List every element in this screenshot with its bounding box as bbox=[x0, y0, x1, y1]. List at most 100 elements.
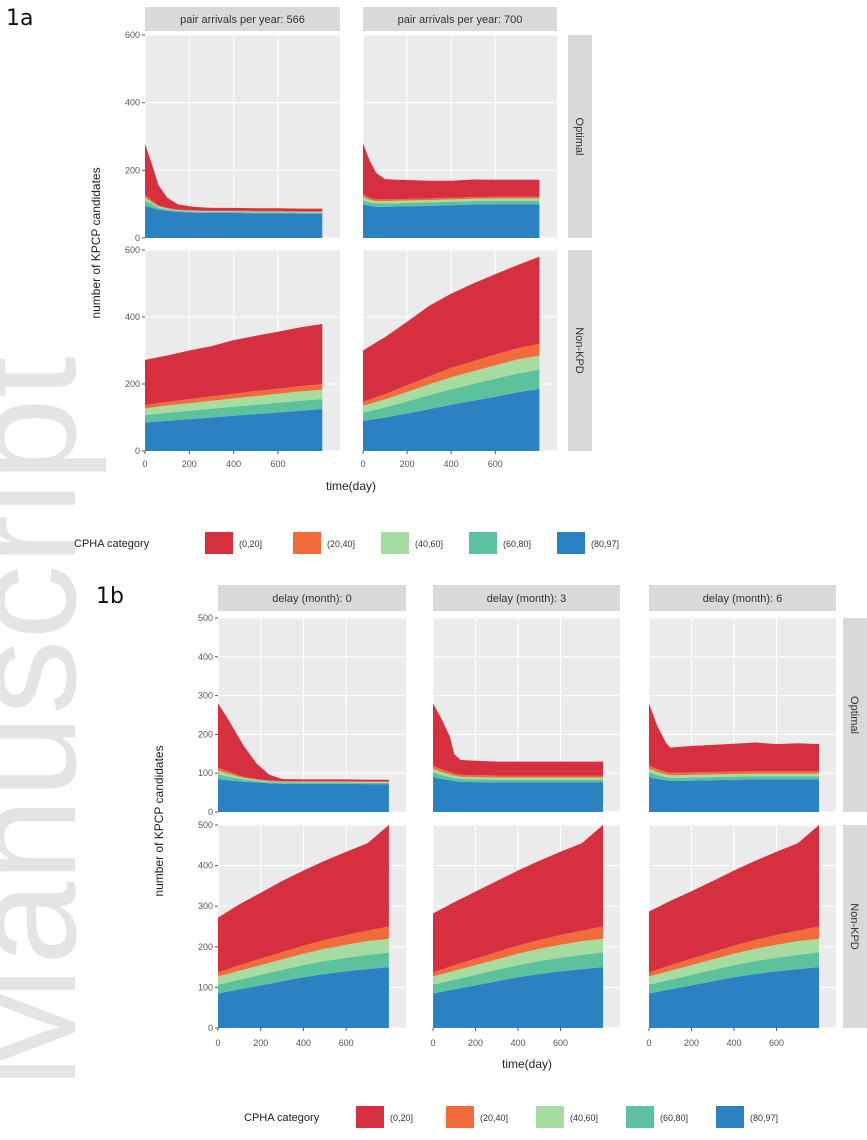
legend-swatch bbox=[205, 532, 233, 554]
facet-label-row-0: Optimal bbox=[848, 696, 860, 734]
area-series-0 bbox=[145, 409, 323, 451]
y-tick-label: 300 bbox=[198, 901, 213, 911]
y-tick-label: 400 bbox=[198, 861, 213, 871]
x-tick-label: 400 bbox=[296, 1038, 311, 1048]
y-tick-label: 600 bbox=[125, 245, 140, 255]
area-series-1 bbox=[363, 200, 540, 207]
y-tick-label: 0 bbox=[135, 233, 140, 243]
area-series-3 bbox=[145, 384, 323, 409]
area-series-3 bbox=[649, 765, 819, 776]
legend-label: (60,80] bbox=[660, 1113, 688, 1123]
area-series-2 bbox=[649, 768, 819, 778]
x-tick-label: 600 bbox=[553, 1038, 568, 1048]
x-axis-title: time(day) bbox=[502, 1057, 552, 1071]
area-series-0 bbox=[363, 389, 540, 451]
legend-label: (80,97] bbox=[591, 539, 619, 549]
x-axis-title: time(day) bbox=[326, 479, 376, 493]
facet-label-col-0: pair arrivals per year: 566 bbox=[180, 14, 305, 26]
legend-swatch bbox=[716, 1106, 744, 1128]
area-series-1 bbox=[433, 952, 603, 994]
panel-0-0 bbox=[144, 34, 340, 239]
x-tick-label: 600 bbox=[769, 1038, 784, 1048]
legend-swatch bbox=[536, 1106, 564, 1128]
y-tick-label: 200 bbox=[125, 165, 140, 175]
y-tick-label: 400 bbox=[198, 652, 213, 662]
area-series-3 bbox=[649, 926, 819, 977]
facet-strip-row-0 bbox=[568, 35, 592, 238]
x-tick-label: 600 bbox=[488, 459, 503, 469]
facet-label-row-1: Non-KPD bbox=[573, 327, 585, 374]
panel-1-0 bbox=[144, 249, 340, 452]
area-series-4 bbox=[363, 143, 540, 200]
y-tick-label: 200 bbox=[198, 942, 213, 952]
y-tick-label: 400 bbox=[125, 312, 140, 322]
figure-label-1a: 1a bbox=[6, 6, 34, 31]
x-tick-label: 200 bbox=[253, 1038, 268, 1048]
y-tick-label: 500 bbox=[198, 820, 213, 830]
facet-strip-row-1 bbox=[568, 250, 592, 451]
panel-0-2 bbox=[648, 617, 836, 813]
area-series-3 bbox=[433, 765, 603, 778]
area-series-4 bbox=[218, 703, 389, 782]
area-series-0 bbox=[433, 967, 603, 1028]
y-tick-label: 200 bbox=[198, 729, 213, 739]
y-tick-label: 100 bbox=[198, 768, 213, 778]
facet-strip-row-0 bbox=[843, 618, 867, 812]
x-tick-label: 0 bbox=[142, 459, 147, 469]
area-series-0 bbox=[145, 205, 323, 238]
area-series-1 bbox=[218, 952, 389, 994]
legend-label: (80,97] bbox=[750, 1113, 778, 1123]
panel-1-0 bbox=[217, 824, 406, 1029]
x-tick-label: 600 bbox=[339, 1038, 354, 1048]
facet-strip-col-0 bbox=[218, 585, 406, 611]
area-series-4 bbox=[145, 324, 323, 406]
facet-strip-col-1 bbox=[433, 585, 620, 611]
area-series-0 bbox=[363, 204, 540, 238]
legend-swatch bbox=[626, 1106, 654, 1128]
legend-swatch bbox=[446, 1106, 474, 1128]
area-series-0 bbox=[649, 777, 819, 812]
y-tick-label: 0 bbox=[208, 807, 213, 817]
panel-1-1 bbox=[432, 824, 620, 1029]
x-tick-label: 400 bbox=[510, 1038, 525, 1048]
x-tick-label: 200 bbox=[182, 459, 197, 469]
legend: CPHA category (0,20] (20,40] (40,60] (60,80]… bbox=[74, 532, 619, 554]
y-tick-label: 0 bbox=[135, 446, 140, 456]
x-tick-label: 0 bbox=[215, 1038, 220, 1048]
y-tick-label: 200 bbox=[125, 379, 140, 389]
legend-swatch bbox=[381, 532, 409, 554]
area-series-4 bbox=[145, 143, 323, 212]
x-tick-label: 0 bbox=[360, 459, 365, 469]
area-series-2 bbox=[433, 768, 603, 780]
chart-1b: delay (month): 0 delay (month): 3 delay (m… bbox=[152, 585, 867, 1128]
x-tick-label: 400 bbox=[726, 1038, 741, 1048]
facet-label-col-1: pair arrivals per year: 700 bbox=[398, 14, 523, 26]
area-series-2 bbox=[218, 938, 389, 985]
area-series-2 bbox=[145, 389, 323, 416]
legend-swatch bbox=[557, 532, 585, 554]
area-series-1 bbox=[145, 399, 323, 423]
area-series-1 bbox=[363, 369, 540, 421]
legend-label: (20,40] bbox=[327, 539, 355, 549]
facet-label-col-0: delay (month): 0 bbox=[272, 593, 351, 605]
area-series-1 bbox=[433, 772, 603, 783]
legend-swatch bbox=[469, 532, 497, 554]
y-tick-label: 400 bbox=[125, 98, 140, 108]
legend-swatch bbox=[293, 532, 321, 554]
x-tick-label: 0 bbox=[430, 1038, 435, 1048]
area-series-1 bbox=[649, 952, 819, 994]
area-series-1 bbox=[218, 774, 389, 785]
panel-1-1 bbox=[362, 249, 557, 452]
area-series-4 bbox=[363, 256, 540, 402]
area-series-3 bbox=[363, 194, 540, 202]
panel-0-0 bbox=[217, 617, 406, 813]
chart-1a: pair arrivals per year: 566 pair arrivals… bbox=[74, 7, 619, 554]
facet-strip-col-1 bbox=[363, 7, 557, 31]
y-axis-title: number of KPCP candidates bbox=[152, 745, 166, 896]
area-series-0 bbox=[218, 967, 389, 1028]
legend-label: (0,20] bbox=[390, 1113, 413, 1123]
area-series-0 bbox=[218, 779, 389, 812]
y-tick-label: 0 bbox=[208, 1023, 213, 1033]
area-series-4 bbox=[218, 825, 389, 973]
facet-strip-row-1 bbox=[843, 825, 867, 1028]
